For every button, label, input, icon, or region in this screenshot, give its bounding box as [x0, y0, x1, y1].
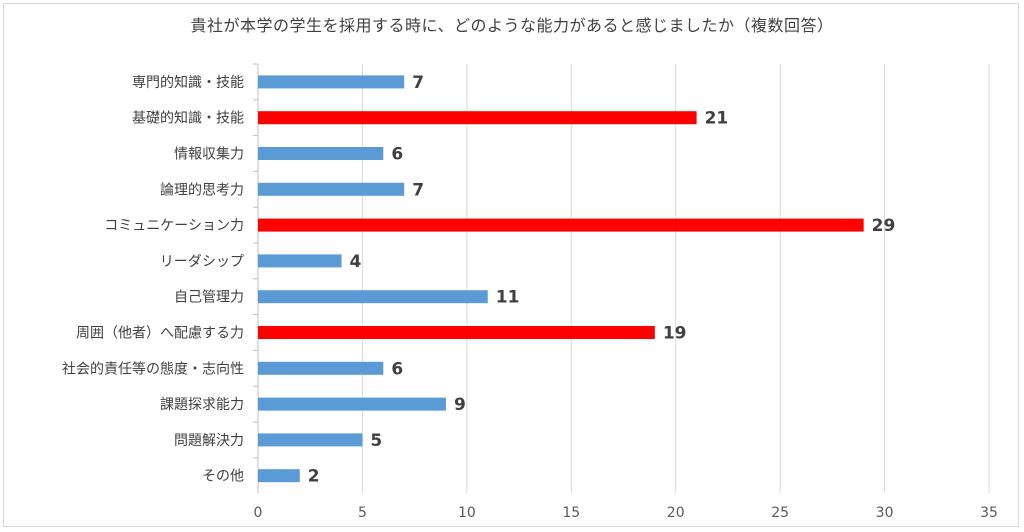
- x-tick-label: 15: [562, 505, 580, 521]
- data-label: 5: [370, 431, 382, 451]
- data-label: 11: [496, 288, 520, 308]
- bar: [258, 147, 384, 160]
- category-label: 基礎的知識・技能: [132, 110, 244, 127]
- data-label: 19: [663, 324, 687, 344]
- category-label: コミュニケーション力: [104, 218, 244, 234]
- category-label: 専門的知識・技能: [132, 74, 244, 91]
- data-label: 7: [412, 73, 424, 93]
- x-tick-label: 20: [667, 505, 685, 521]
- category-label: 問題解決力: [174, 433, 244, 449]
- x-tick-label: 35: [980, 505, 998, 521]
- x-tick-label: 30: [876, 505, 894, 521]
- bar: [258, 182, 405, 196]
- bar: [258, 469, 300, 483]
- x-tick-label: 5: [358, 505, 367, 521]
- bar: [258, 75, 405, 89]
- chart-title: 貴社が本学の学生を採用する時に、どのような能力があると感じましたか（複数回答）: [190, 16, 834, 35]
- bar: [258, 326, 655, 339]
- category-label: 論理的思考力: [160, 182, 244, 198]
- data-label: 29: [872, 216, 896, 236]
- bar: [258, 111, 697, 125]
- data-label: 2: [308, 467, 320, 487]
- data-label: 9: [454, 395, 466, 415]
- category-label: 情報収集力: [174, 146, 244, 163]
- category-label: リーダシップ: [160, 254, 244, 270]
- data-label: 21: [705, 109, 729, 129]
- category-label: その他: [202, 469, 244, 485]
- bar: [258, 254, 342, 268]
- data-label: 6: [391, 145, 403, 165]
- bar: [258, 433, 363, 447]
- x-tick-label: 10: [458, 505, 476, 521]
- category-label: 周囲（他者）へ配慮する力: [76, 326, 244, 342]
- category-label: 自己管理力: [174, 290, 244, 306]
- bar: [258, 218, 864, 232]
- bar: [258, 361, 384, 375]
- data-label: 4: [350, 252, 362, 272]
- category-label: 課題探求能力: [160, 397, 244, 413]
- bar: [258, 290, 488, 304]
- chart-frame: [3, 3, 1019, 527]
- data-label: 6: [391, 359, 403, 379]
- category-label: 社会的責任等の態度・志向性: [62, 360, 244, 377]
- x-tick-label: 0: [254, 505, 263, 521]
- bar: [258, 397, 446, 411]
- data-label: 7: [412, 180, 424, 200]
- x-tick-label: 25: [771, 505, 789, 521]
